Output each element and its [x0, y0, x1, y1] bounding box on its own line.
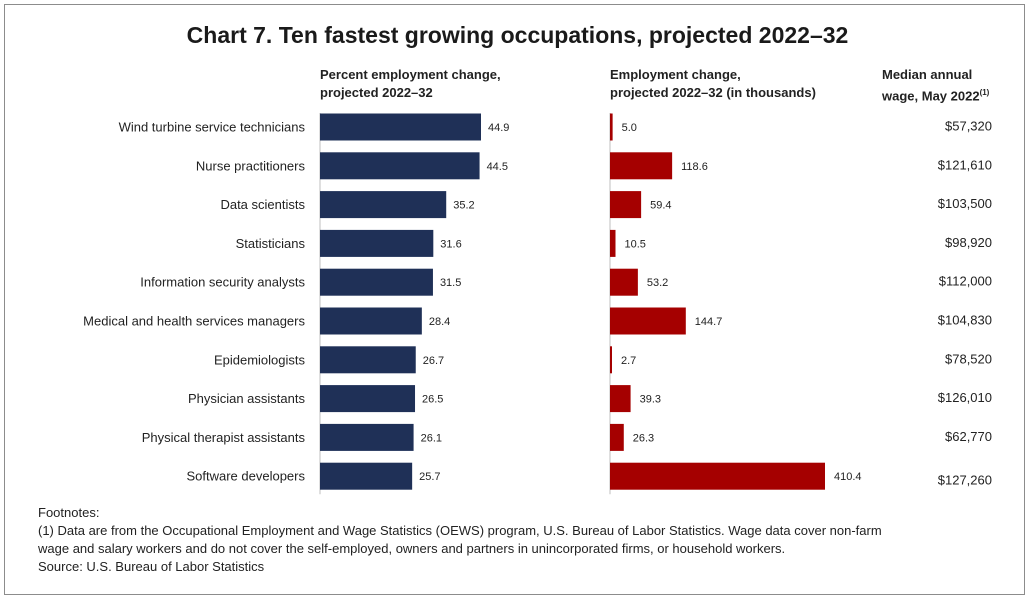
emp-change-bar [610, 229, 616, 257]
category-label: Physical therapist assistants [142, 430, 306, 445]
pct-change-value: 26.7 [423, 355, 444, 367]
chart-title: Chart 7. Ten fastest growing occupations… [186, 22, 849, 48]
category-label: Nurse practitioners [196, 158, 306, 173]
source-note: Source: U.S. Bureau of Labor Statistics [38, 559, 265, 574]
category-label: Information security analysts [140, 275, 305, 290]
category-label: Data scientists [220, 197, 305, 212]
chart-frame [4, 4, 1025, 595]
pct-change-value: 31.6 [440, 238, 461, 250]
pct-change-value: 26.1 [421, 432, 442, 444]
footnotes: Footnotes: (1) Data are from the Occupat… [38, 504, 998, 576]
emp-change-bar [610, 191, 642, 219]
emp-change-value: 5.0 [622, 122, 637, 134]
category-label: Medical and health services managers [83, 314, 305, 329]
category-label: Epidemiologists [214, 352, 306, 367]
emp-change-bar [610, 462, 825, 490]
pct-change-value: 26.5 [422, 394, 443, 406]
emp-change-value: 10.5 [625, 238, 646, 250]
emp-change-value: 144.7 [695, 316, 723, 328]
category-label: Statisticians [236, 236, 306, 251]
pct-change-bar [320, 229, 434, 257]
emp-change-bar [610, 385, 631, 413]
wage-header-line1: Median annual [882, 67, 973, 82]
emp-change-value: 53.2 [647, 277, 668, 289]
median-wage-value: $103,500 [938, 196, 992, 211]
pct-change-bar [320, 423, 414, 451]
wage-header: Median annual wage, May 2022(1) [882, 66, 989, 105]
emp-change-value: 410.4 [834, 471, 862, 483]
wage-header-line2-text: wage, May 2022 [882, 88, 980, 104]
footnotes-heading: Footnotes: [38, 505, 100, 520]
emp-change-bar [610, 307, 686, 335]
pct-change-bar [320, 268, 433, 296]
emp-header-line2: projected 2022–32 (in thousands) [610, 85, 816, 100]
emp-change-bar [610, 346, 612, 374]
emp-change-value: 26.3 [633, 432, 654, 444]
pct-change-header: Percent employment change, projected 202… [320, 66, 501, 102]
median-wage-value: $126,010 [938, 390, 992, 405]
emp-change-bar [610, 268, 638, 296]
pct-change-bar [320, 462, 413, 490]
median-wage-value: $112,000 [939, 274, 992, 289]
emp-change-value: 118.6 [681, 161, 708, 173]
emp-change-value: 59.4 [650, 200, 671, 212]
emp-change-bar [610, 423, 624, 451]
pct-change-bar [320, 191, 447, 219]
median-wage-value: $78,520 [945, 351, 992, 366]
median-wage-value: $57,320 [945, 119, 992, 134]
category-label: Software developers [186, 469, 305, 484]
pct-change-bar [320, 307, 422, 335]
emp-change-value: 2.7 [621, 355, 636, 367]
pct-change-bar [320, 113, 481, 141]
pct-change-bar [320, 346, 416, 374]
pct-change-value: 35.2 [453, 200, 474, 212]
category-label: Wind turbine service technicians [119, 120, 306, 135]
footnote-1-line2: wage and salary workers and do not cover… [38, 541, 786, 556]
pct-change-value: 44.5 [487, 161, 508, 173]
pct-change-value: 31.5 [440, 277, 461, 289]
pct-change-bar [320, 152, 480, 180]
wage-header-footnote-ref: (1) [979, 88, 990, 97]
emp-change-header: Employment change, projected 2022–32 (in… [610, 66, 816, 102]
emp-change-value: 39.3 [640, 394, 661, 406]
pct-change-value: 44.9 [488, 122, 509, 134]
median-wage-value: $98,920 [945, 235, 992, 250]
pct-change-bar [320, 385, 416, 413]
category-label: Physician assistants [188, 391, 306, 406]
footnote-1-line1: (1) Data are from the Occupational Emplo… [38, 523, 882, 538]
median-wage-value: $121,610 [938, 157, 992, 172]
emp-header-line1: Employment change, [610, 67, 741, 82]
emp-change-bar [610, 113, 613, 141]
median-wage-value: $62,770 [945, 429, 992, 444]
wage-header-line2: wage, May 2022(1) [882, 84, 989, 105]
emp-change-bar [610, 152, 673, 180]
pct-change-value: 28.4 [429, 316, 450, 328]
pct-header-line2: projected 2022–32 [320, 85, 433, 100]
median-wage-value: $104,830 [938, 313, 992, 328]
median-wage-value: $127,260 [938, 473, 992, 488]
pct-change-value: 25.7 [419, 471, 440, 483]
pct-header-line1: Percent employment change, [320, 67, 501, 82]
